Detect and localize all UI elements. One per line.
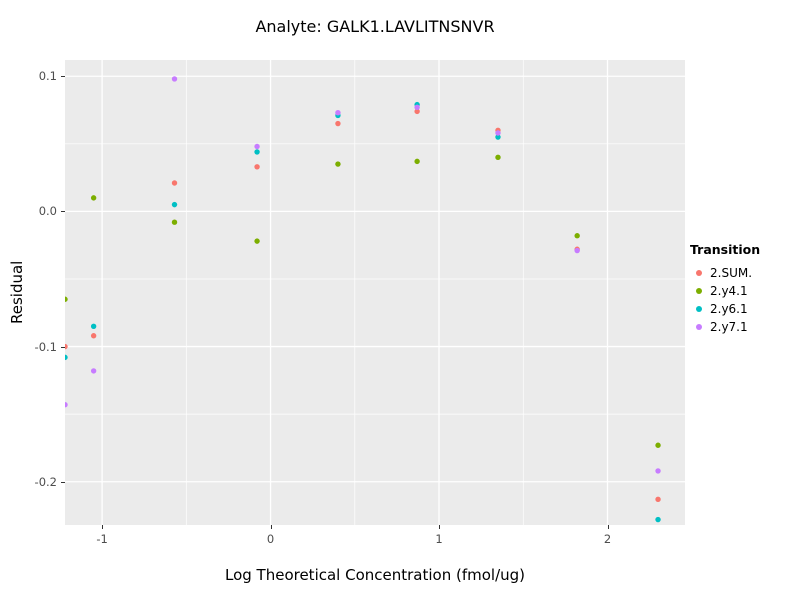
- data-point: [414, 158, 420, 165]
- legend-title: Transition: [690, 242, 761, 257]
- legend-entries: 2.SUM. 2.y4.1 2.y6.1 2.y7.1: [690, 264, 795, 336]
- data-point: [65, 354, 68, 361]
- plot-canvas: [65, 60, 685, 525]
- legend: Transition 2.SUM. 2.y4.1 2.y6.1 2.y7.1: [690, 242, 795, 336]
- x-tick-mark: [270, 525, 272, 529]
- legend-entry-label: 2.y4.1: [710, 284, 748, 298]
- data-point: [254, 149, 260, 155]
- data-point: [65, 401, 68, 408]
- y-tick-mark: [61, 211, 65, 213]
- data-point: [90, 333, 97, 339]
- legend-entry-label: 2.y6.1: [710, 302, 748, 316]
- data-point: [65, 343, 68, 350]
- data-point: [574, 247, 580, 254]
- legend-entry: 2.y7.1: [690, 318, 795, 336]
- legend-entry: 2.SUM.: [690, 264, 795, 282]
- x-tick-label: -1: [96, 532, 108, 546]
- data-point: [254, 143, 260, 150]
- y-tick-label: -0.2: [34, 474, 57, 489]
- data-point: [171, 180, 178, 186]
- data-point: [495, 154, 501, 161]
- data-point: [655, 516, 661, 523]
- x-tick-mark: [607, 525, 609, 529]
- data-point: [254, 164, 260, 170]
- x-tick-label: 0: [266, 532, 275, 546]
- x-tick-label: 2: [603, 532, 612, 546]
- data-point: [335, 161, 341, 167]
- data-point: [90, 323, 97, 329]
- data-point: [655, 496, 661, 503]
- data-point: [171, 201, 178, 208]
- legend-entry: 2.y4.1: [690, 282, 795, 300]
- data-point: [495, 134, 501, 140]
- legend-point-icon: [696, 324, 702, 330]
- data-point: [90, 195, 97, 201]
- data-point: [65, 296, 68, 302]
- data-point: [171, 76, 178, 82]
- data-point: [171, 219, 178, 225]
- y-tick-label: 0.0: [38, 204, 57, 219]
- data-point: [90, 368, 97, 374]
- data-point: [414, 108, 420, 115]
- y-tick-label: -0.1: [34, 339, 57, 354]
- legend-entry-label: 2.y7.1: [710, 320, 748, 334]
- data-point: [655, 442, 661, 448]
- y-axis-label: Residual: [8, 260, 26, 325]
- data-point: [414, 104, 420, 111]
- plot-panel: [65, 60, 685, 525]
- data-point: [335, 110, 341, 116]
- y-tick-mark: [61, 346, 65, 348]
- data-point: [254, 238, 260, 244]
- x-axis-label: Log Theoretical Concentration (fmol/ug): [224, 566, 526, 584]
- data-point: [574, 233, 580, 239]
- y-tick-mark: [61, 481, 65, 483]
- legend-entry: 2.y6.1: [690, 300, 795, 318]
- legend-point-icon: [696, 288, 702, 294]
- x-tick-mark: [439, 525, 441, 529]
- legend-point-icon: [696, 270, 702, 276]
- x-tick-label: 1: [435, 532, 443, 546]
- plot-title: Analyte: GALK1.LAVLITNSNVR: [255, 17, 495, 36]
- legend-entry-label: 2.SUM.: [710, 266, 753, 280]
- data-point: [495, 130, 501, 136]
- legend-point-icon: [696, 306, 702, 312]
- y-tick-label: 0.1: [38, 69, 57, 84]
- data-point: [335, 120, 341, 127]
- data-point: [655, 468, 661, 474]
- y-tick-mark: [61, 76, 65, 78]
- x-tick-mark: [102, 525, 104, 529]
